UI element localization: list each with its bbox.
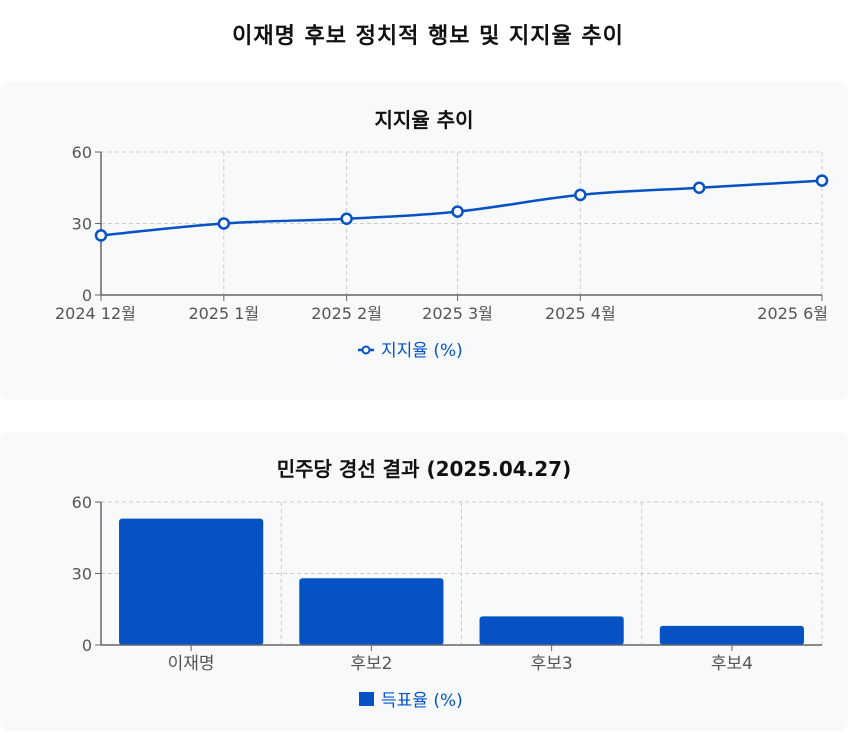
y-tick-label: 60 bbox=[72, 143, 92, 162]
data-point bbox=[815, 174, 829, 187]
data-point bbox=[217, 217, 231, 230]
x-tick-label: 2025 1월 bbox=[188, 304, 259, 323]
y-tick-label: 0 bbox=[82, 286, 92, 305]
x-tick-label: 이재명 bbox=[168, 654, 215, 674]
bar bbox=[119, 518, 264, 645]
x-tick-label: 2025 6월 bbox=[757, 304, 828, 323]
legend-marker-icon bbox=[361, 345, 371, 355]
data-point bbox=[94, 229, 108, 242]
chart-title: 지지율 추이 bbox=[375, 108, 474, 132]
x-tick-label: 2025 4월 bbox=[545, 304, 616, 323]
bar bbox=[479, 616, 624, 645]
legend: 지지율 (%) bbox=[358, 341, 463, 361]
chart-title: 민주당 경선 결과 (2025.04.27) bbox=[277, 457, 572, 481]
bar bbox=[659, 625, 804, 645]
primary-result-chart: 민주당 경선 결과 (2025.04.27) 0 30 60 이재명 후보2 후보3 후보4 득… bbox=[72, 457, 823, 711]
y-tick-label: 30 bbox=[72, 565, 92, 584]
legend-swatch-icon bbox=[359, 692, 374, 706]
y-tick-label: 60 bbox=[72, 493, 92, 512]
y-tick-label: 30 bbox=[72, 215, 92, 234]
data-point bbox=[574, 188, 587, 202]
x-tick-label: 2024 12월 bbox=[55, 304, 136, 323]
x-tick-label: 2025 3월 bbox=[422, 304, 493, 323]
x-tick-label: 후보4 bbox=[711, 654, 753, 674]
data-point bbox=[692, 181, 706, 194]
support-trend-chart: 지지율 추이 0 30 60 2024 12월 2025 1월 2025 2월 2025 3월… bbox=[55, 108, 829, 361]
x-tick-label: 후보3 bbox=[531, 654, 573, 674]
bar bbox=[299, 578, 444, 645]
legend: 득표율 (%) bbox=[359, 691, 463, 711]
primary-result-card: 민주당 경선 결과 (2025.04.27) 0 30 60 이재명 후보2 후보3 후보4 득… bbox=[0, 432, 848, 731]
data-point bbox=[340, 212, 353, 225]
legend-label: 득표율 (%) bbox=[381, 691, 463, 711]
support-trend-card: 지지율 추이 0 30 60 2024 12월 2025 1월 2025 2월 2025 3월… bbox=[0, 82, 848, 400]
x-tick-label: 후보2 bbox=[350, 654, 392, 674]
page-title: 이재명 후보 정치적 행보 및 지지율 추이 bbox=[232, 24, 624, 49]
data-point bbox=[451, 205, 464, 218]
legend-label: 지지율 (%) bbox=[381, 341, 463, 361]
x-tick-label: 2025 2월 bbox=[311, 304, 382, 323]
y-tick-label: 0 bbox=[82, 636, 92, 655]
